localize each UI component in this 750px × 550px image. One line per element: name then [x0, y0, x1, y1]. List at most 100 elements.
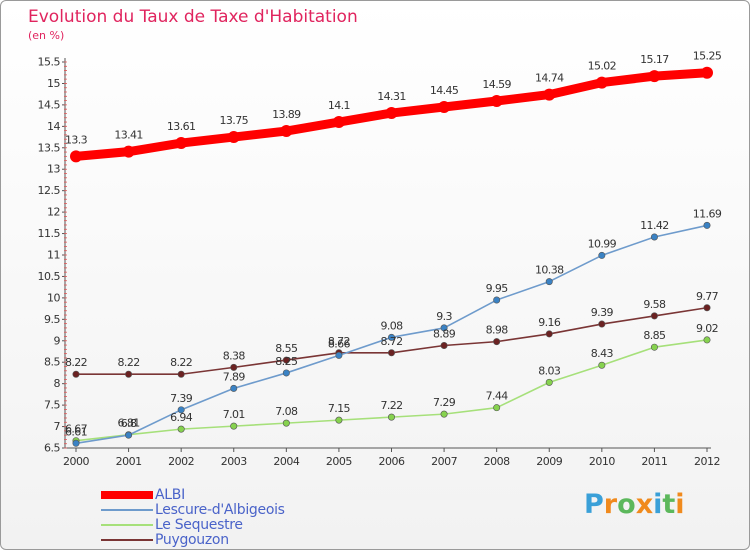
x-tick-label: 2004: [273, 455, 299, 468]
data-label: 15.02: [588, 60, 617, 73]
legend-swatch-albi: [101, 490, 153, 499]
legend-swatch-le-sequestre: [101, 523, 153, 526]
data-label: 9.58: [643, 298, 666, 311]
data-point: [230, 422, 238, 430]
data-label: 7.01: [223, 408, 245, 421]
legend-label: Puygouzon: [155, 531, 229, 548]
data-point: [282, 369, 290, 377]
legend-swatch-puygouzon: [101, 538, 153, 541]
x-tick-label: 2002: [168, 455, 194, 468]
legend-item-lescure: Lescure-d'Albigeois: [101, 501, 285, 518]
legend-label: Le Sequestre: [155, 516, 243, 533]
x-tick-label: 2006: [379, 455, 405, 468]
data-point: [648, 70, 661, 83]
x-tick-label: 2005: [326, 455, 352, 468]
data-point: [598, 361, 606, 369]
data-point: [545, 378, 553, 386]
data-point: [177, 406, 185, 414]
y-tick-label: 12: [47, 206, 60, 219]
data-label: 8.85: [643, 329, 666, 342]
logo-letter: r: [603, 489, 618, 520]
data-label: 9.77: [696, 290, 719, 303]
data-point: [175, 137, 188, 150]
data-label: 14.74: [535, 72, 564, 85]
data-label: 6.81: [118, 417, 140, 430]
data-label: 13.89: [272, 108, 301, 121]
data-point: [493, 404, 501, 412]
logo-letter: x: [635, 489, 654, 520]
legend-item-le-sequestre: Le Sequestre: [101, 516, 285, 533]
y-tick-label: 15.5: [38, 56, 61, 69]
y-tick-label: 10: [47, 291, 60, 304]
legend-swatch-lescure: [101, 508, 153, 511]
data-label: 8.22: [118, 356, 140, 369]
data-label: 11.69: [693, 207, 722, 220]
data-point: [493, 338, 501, 346]
data-label: 8.72: [328, 335, 350, 348]
data-point: [440, 410, 448, 418]
data-point: [595, 76, 608, 89]
data-label: 9.95: [486, 282, 509, 295]
logo-letter: i: [675, 489, 685, 520]
data-point: [177, 370, 185, 378]
data-label: 7.08: [275, 405, 298, 418]
chart-series: [70, 66, 713, 447]
data-label: 14.45: [430, 84, 459, 97]
data-label: 9.02: [696, 322, 718, 335]
y-tick-label: 14: [47, 120, 60, 133]
y-tick-label: 11.5: [38, 227, 61, 240]
data-point: [387, 413, 395, 421]
data-label: 15.25: [693, 50, 722, 63]
x-tick-label: 2009: [536, 455, 562, 468]
y-tick-label: 7: [54, 420, 61, 433]
data-label: 8.03: [538, 364, 561, 377]
data-label: 11.42: [640, 219, 669, 232]
data-point: [545, 278, 553, 286]
data-point: [703, 221, 711, 229]
data-point: [280, 125, 293, 138]
logo-letter: i: [653, 489, 663, 520]
legend-label: ALBI: [155, 486, 185, 503]
data-point: [701, 66, 713, 79]
data-point: [493, 296, 501, 304]
data-label: 8.22: [65, 356, 87, 369]
data-point: [335, 351, 343, 359]
data-point: [335, 416, 343, 424]
data-label: 8.66: [328, 337, 351, 350]
data-point: [70, 150, 82, 163]
data-point: [72, 370, 80, 378]
data-point: [650, 233, 658, 241]
data-point: [122, 145, 135, 158]
y-tick-label: 12.5: [38, 184, 61, 197]
data-point: [230, 363, 238, 371]
logo-letter: P: [584, 489, 604, 520]
x-tick-label: 2007: [431, 455, 457, 468]
data-point: [598, 251, 606, 259]
data-point: [332, 116, 345, 129]
data-point: [490, 95, 503, 108]
x-tick-label: 2008: [484, 455, 510, 468]
data-label: 13.61: [167, 120, 196, 133]
data-point: [598, 320, 606, 328]
data-label: 6.61: [65, 425, 87, 438]
data-label: 9.3: [436, 310, 452, 323]
y-tick-label: 13: [47, 163, 60, 176]
y-tick-label: 6.5: [44, 442, 60, 455]
data-point: [230, 384, 238, 392]
legend-label: Lescure-d'Albigeois: [155, 501, 285, 518]
chart-axes: 6.5 7 7.5 8 8.5 9 9.5 10 10.5 11 11.5 12 12.5 13 13.5 1…: [38, 56, 721, 469]
data-label: 10.38: [535, 264, 564, 277]
data-label: 6.67: [65, 423, 88, 436]
y-tick-label: 8.5: [44, 356, 60, 369]
logo-letter: t: [662, 489, 676, 520]
data-label: 13.41: [114, 129, 143, 142]
chart-legend: ALBI Lescure-d'Albigeois Le Sequestre Pu…: [101, 486, 285, 548]
proxiti-logo: Proxiti: [584, 489, 685, 520]
data-label: 7.39: [170, 392, 193, 405]
data-point: [385, 107, 398, 120]
x-tick-label: 2012: [694, 455, 720, 468]
data-point: [703, 304, 711, 312]
legend-item-puygouzon: Puygouzon: [101, 531, 285, 548]
y-tick-label: 11: [47, 249, 60, 262]
